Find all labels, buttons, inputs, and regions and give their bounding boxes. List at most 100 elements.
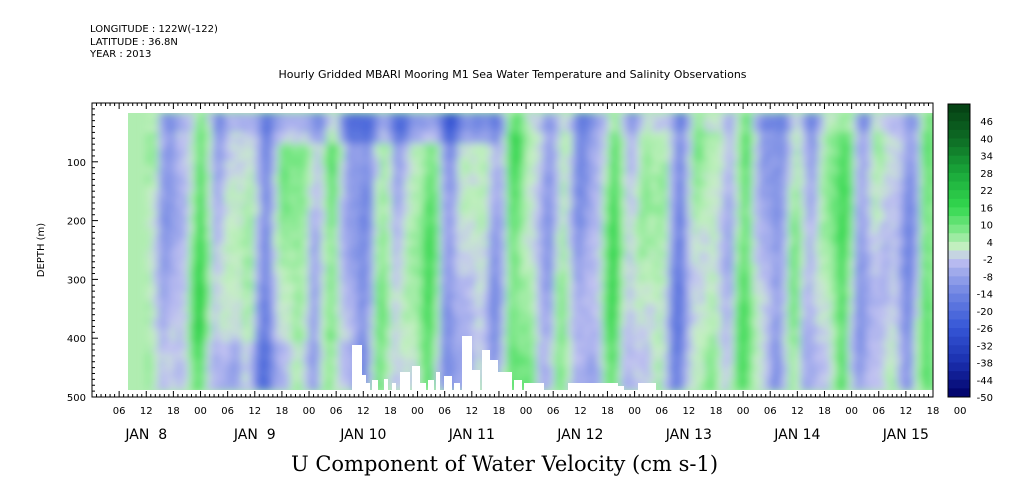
x-tick-label: 12 (791, 406, 804, 417)
data-gaps (93, 104, 932, 396)
colorbar-label: 40 (980, 134, 993, 145)
y-tick-label: 400 (67, 334, 86, 345)
y-tick-label: 100 (67, 158, 86, 169)
colorbar-band (948, 328, 970, 338)
x-day-label: JAN 8 (124, 427, 167, 443)
colorbar-band (948, 224, 970, 234)
colorbar-band (948, 241, 970, 251)
colorbar-band (948, 388, 970, 398)
colorbar-band (948, 190, 970, 200)
colorbar-band (948, 155, 970, 165)
x-tick-label: 06 (113, 406, 126, 417)
x-tick-label: 18 (384, 406, 397, 417)
x-tick-label: 06 (438, 406, 451, 417)
colorbar-band (948, 267, 970, 277)
colorbar-label: 46 (980, 117, 993, 128)
colorbar-band (948, 112, 970, 122)
colorbar-band (948, 259, 970, 269)
colorbar-band (948, 198, 970, 208)
colorbar-label: -20 (977, 307, 993, 318)
colorbar-label: 22 (980, 186, 993, 197)
colorbar-band (948, 371, 970, 381)
colorbar-label: -44 (977, 376, 993, 387)
x-tick-label: 00 (520, 406, 533, 417)
colorbar-band (948, 172, 970, 183)
x-tick-label: 00 (194, 406, 207, 417)
x-tick-label: 00 (628, 406, 641, 417)
x-tick-label: 06 (655, 406, 668, 417)
x-tick-label: 18 (167, 406, 180, 417)
y-tick-label: 500 (67, 393, 86, 404)
x-tick-label: 18 (493, 406, 506, 417)
x-tick-label: 00 (845, 406, 858, 417)
x-tick-label: 18 (927, 406, 940, 417)
x-tick-label: 12 (248, 406, 261, 417)
colorbar-band (948, 147, 970, 157)
longitude-label: LONGITUDE : 122W(-122) (90, 24, 218, 35)
colorbar-band (948, 104, 970, 114)
y-axis-label: DEPTH (m) (36, 223, 47, 277)
colorbar-label: -26 (977, 324, 993, 335)
x-day-label: JAN 14 (773, 427, 820, 443)
x-tick-label: 06 (221, 406, 234, 417)
x-tick-label: 06 (330, 406, 343, 417)
colorbar-label: 10 (980, 221, 993, 232)
x-day-label: JAN 9 (233, 427, 276, 443)
colorbar-label: 16 (980, 203, 993, 214)
y-tick-label: 200 (67, 217, 86, 228)
colorbar-band (948, 138, 970, 148)
x-tick-label: 06 (764, 406, 777, 417)
x-tick-label: 18 (710, 406, 723, 417)
colorbar-label: 34 (980, 152, 993, 163)
x-tick-label: 18 (818, 406, 831, 417)
chart-title: Hourly Gridded MBARI Mooring M1 Sea Wate… (278, 68, 747, 81)
axes: 100 200 300 400 500 06 12 18 00 06 12 18 00 06 12 18 00 0… (67, 102, 967, 443)
x-tick-label: 12 (357, 406, 370, 417)
colorbar-label: 4 (987, 238, 993, 249)
x-day-label: JAN 10 (339, 427, 386, 443)
colorbar-band (948, 233, 970, 243)
colorbar-label: -32 (977, 341, 993, 352)
x-tick-label: 00 (303, 406, 316, 417)
colorbar-band (948, 302, 970, 312)
latitude-label: LATITUDE : 36.8N (90, 36, 178, 48)
colorbar-label: 28 (980, 169, 993, 180)
colorbar-label: -38 (977, 359, 993, 370)
x-day-label: JAN 13 (665, 427, 712, 443)
y-tick-label: 300 (67, 275, 86, 286)
x-tick-label: 12 (682, 406, 695, 417)
x-tick-label: 06 (872, 406, 885, 417)
x-tick-label: 12 (900, 406, 913, 417)
year-label: YEAR : 2013 (90, 49, 152, 60)
x-tick-label: 12 (140, 406, 153, 417)
x-tick-label: 06 (547, 406, 560, 417)
x-tick-label: 00 (954, 406, 967, 417)
x-axis-label: U Component of Water Velocity (cm s-1) (290, 452, 719, 476)
colorbar-band (948, 379, 970, 389)
x-tick-label: 00 (411, 406, 424, 417)
heatmap-cells (128, 113, 933, 390)
x-day-label: JAN 11 (448, 427, 495, 443)
colorbar-band (948, 181, 970, 191)
x-day-label: JAN 15 (882, 427, 929, 443)
colorbar-band (948, 362, 970, 372)
colorbar-label: -2 (983, 255, 993, 266)
colorbar-band (948, 276, 970, 286)
colorbar-band (948, 345, 970, 355)
x-tick-label: 18 (276, 406, 289, 417)
x-tick-label: 18 (601, 406, 614, 417)
colorbar-label: -14 (977, 290, 993, 301)
colorbar-band (948, 336, 970, 346)
colorbar-label: -8 (983, 272, 993, 283)
colorbar-band (948, 207, 970, 217)
colorbar-label: -50 (977, 393, 993, 404)
x-tick-label: 00 (737, 406, 750, 417)
colorbar-band (948, 319, 970, 329)
metadata-block: LONGITUDE : 122W(-122) LATITUDE : 36.8N … (90, 24, 218, 62)
colorbar-band (948, 164, 970, 174)
x-day-label: JAN 12 (556, 427, 603, 443)
colorbar-band (948, 310, 970, 320)
x-tick-label: 12 (574, 406, 587, 417)
x-tick-label: 12 (465, 406, 478, 417)
